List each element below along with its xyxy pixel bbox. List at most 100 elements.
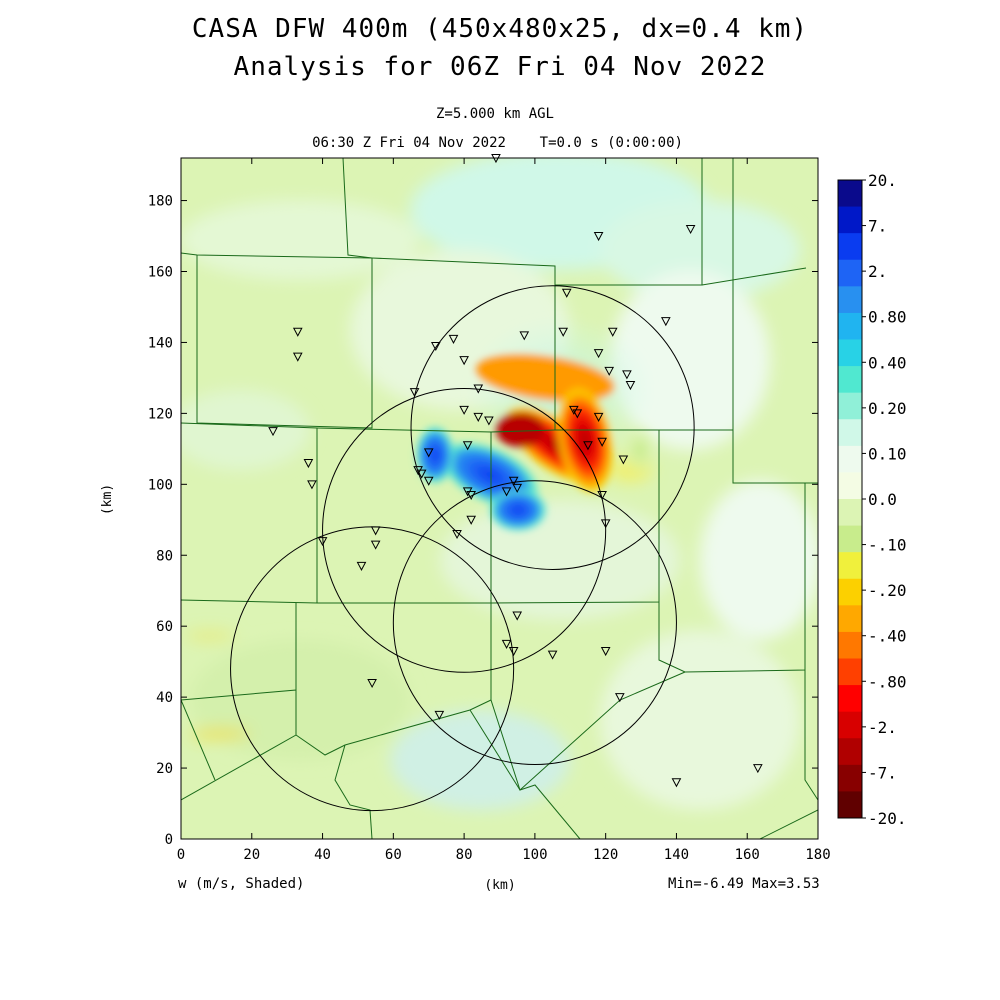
station-marker xyxy=(434,710,445,720)
radar-ring-2 xyxy=(322,388,607,673)
station-marker xyxy=(484,416,494,426)
x-tick-label: 0 xyxy=(177,847,185,863)
colorbar-swatch xyxy=(838,312,862,340)
valid-time-label: 06:30 Z Fri 04 Nov 2022 T=0.0 s (0:00:00… xyxy=(312,135,683,151)
colorbar-label: -.20 xyxy=(868,581,907,600)
colorbar-swatch xyxy=(838,605,862,633)
colorbar-swatch xyxy=(838,366,862,394)
level-label: Z=5.000 km AGL xyxy=(435,106,554,122)
variable-label: w (m/s, Shaded) xyxy=(178,876,305,892)
station-marker xyxy=(593,232,604,242)
x-tick-label: 180 xyxy=(805,847,830,863)
station-marker xyxy=(370,540,381,550)
chart-title: CASA DFW 400m (450x480x25, dx=0.4 km) xyxy=(191,14,809,44)
station-marker xyxy=(583,441,593,451)
colorbar-label: -2. xyxy=(868,718,897,737)
station-marker xyxy=(618,455,629,465)
colorbar-label: 7. xyxy=(868,217,887,236)
station-marker xyxy=(508,476,519,486)
y-tick-label: 120 xyxy=(148,406,173,422)
colorbar-swatch xyxy=(838,180,862,208)
colorbar-label: -20. xyxy=(868,809,907,828)
station-marker xyxy=(268,427,278,437)
y-tick-label: 0 xyxy=(165,832,173,848)
colorbar-swatch xyxy=(838,711,862,739)
station-marker xyxy=(593,349,604,359)
y-tick-label: 100 xyxy=(148,477,173,493)
colorbar-label: -.80 xyxy=(868,672,907,691)
station-marker xyxy=(303,459,314,469)
county-boundaries xyxy=(181,158,818,839)
station-marker xyxy=(409,388,420,398)
x-tick-label: 160 xyxy=(735,847,760,863)
plot-frame xyxy=(180,157,819,840)
radar-range-rings xyxy=(230,285,695,812)
colorbar-swatch xyxy=(838,552,862,580)
chart-subtitle: Analysis for 06Z Fri 04 Nov 2022 xyxy=(233,52,767,82)
station-marker xyxy=(572,409,583,419)
station-marker xyxy=(671,778,682,788)
colorbar-swatch xyxy=(838,658,862,686)
station-marker xyxy=(508,647,519,657)
colorbar: 20. 7. 2. 0.80 0.40 0.20 0.10 0.0 -.10 -.20 -.40 -.… xyxy=(837,171,907,828)
station-marker xyxy=(614,693,625,703)
station-marker xyxy=(660,317,671,327)
station-marker xyxy=(604,366,615,376)
station-marker xyxy=(607,327,618,337)
station-marker xyxy=(512,483,523,493)
colorbar-label: 0.40 xyxy=(868,353,907,372)
colorbar-label: -.10 xyxy=(868,536,907,555)
w-field-shading xyxy=(181,158,818,839)
radar-ring-1 xyxy=(410,285,695,570)
station-marker xyxy=(593,412,604,422)
x-tick-label: 120 xyxy=(593,847,618,863)
y-axis-label: (km) xyxy=(100,483,116,516)
station-marker xyxy=(292,327,303,337)
station-marker xyxy=(459,405,469,415)
colorbar-swatch xyxy=(838,764,862,792)
station-marker xyxy=(512,611,523,621)
y-tick-label: 180 xyxy=(148,194,173,210)
station-marker xyxy=(356,561,367,571)
station-marker xyxy=(466,515,477,525)
colorbar-swatch xyxy=(838,419,862,447)
station-marker xyxy=(307,480,317,490)
station-marker xyxy=(370,526,381,536)
station-marker xyxy=(501,639,512,649)
station-marker xyxy=(597,490,607,501)
station-marker xyxy=(685,224,696,234)
colorbar-swatch xyxy=(838,631,862,659)
colorbar-swatch xyxy=(838,339,862,367)
station-marker xyxy=(466,490,477,501)
station-marker xyxy=(423,476,434,486)
y-tick-label: 160 xyxy=(148,265,173,281)
colorbar-swatch xyxy=(838,445,862,473)
station-marker xyxy=(459,356,469,366)
colorbar-swatch xyxy=(838,791,862,819)
y-tick-label: 20 xyxy=(156,761,173,777)
x-axis-label: (km) xyxy=(484,878,516,893)
colorbar-swatch xyxy=(838,499,862,527)
station-marker xyxy=(625,381,636,391)
colorbar-swatch xyxy=(838,392,862,420)
station-marker xyxy=(600,647,611,657)
station-markers xyxy=(268,154,763,788)
station-marker xyxy=(292,352,303,362)
colorbar-label: 0.80 xyxy=(868,308,907,327)
station-marker xyxy=(430,341,441,352)
x-tick-label: 60 xyxy=(385,847,402,863)
station-marker xyxy=(547,650,558,660)
station-marker xyxy=(317,537,328,547)
y-tick-label: 80 xyxy=(156,548,173,564)
station-marker xyxy=(416,469,427,479)
station-marker xyxy=(452,529,462,540)
colorbar-swatch xyxy=(838,206,862,234)
colorbar-label: -.40 xyxy=(868,627,907,646)
colorbar-label: -7. xyxy=(868,763,897,782)
station-marker xyxy=(753,764,763,774)
station-marker xyxy=(501,487,512,497)
station-marker xyxy=(622,370,632,380)
colorbar-label: 0.10 xyxy=(868,444,907,463)
colorbar-label: 20. xyxy=(868,171,897,190)
